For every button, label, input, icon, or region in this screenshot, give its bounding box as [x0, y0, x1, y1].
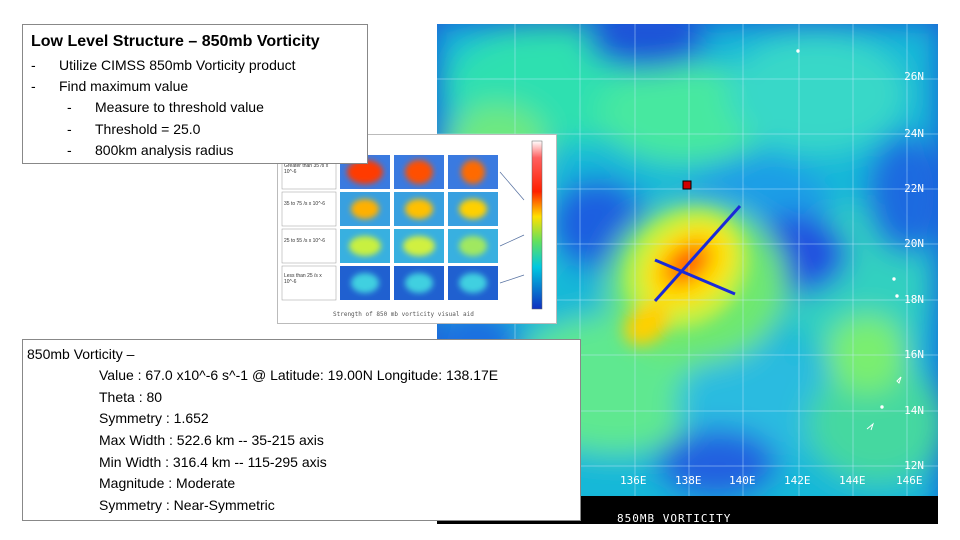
- map-title: 850MB VORTICITY: [617, 512, 732, 524]
- result-line: Symmetry : 1.652: [99, 410, 209, 426]
- lon-label: 142E: [784, 474, 811, 487]
- result-line: Magnitude : Moderate: [99, 475, 236, 491]
- result-line: Min Width : 316.4 km -- 115-295 axis: [99, 454, 327, 470]
- lat-label: 20N: [904, 237, 924, 250]
- vorticity-visual-aid: Greater than 35 /s x 10^-6 35 to 75 /s x…: [277, 134, 557, 324]
- visual-aid-caption: Strength of 850 mb vorticity visual aid: [333, 311, 474, 318]
- lon-label: 144E: [839, 474, 866, 487]
- lat-label: 12N: [904, 459, 924, 472]
- lat-label: 14N: [904, 404, 924, 417]
- lat-label: 22N: [904, 182, 924, 195]
- vorticity-axes: [653, 204, 742, 303]
- lat-label: 26N: [904, 70, 924, 83]
- bullet-text: Utilize CIMSS 850mb Vorticity product: [59, 57, 296, 73]
- sub-bullet-marker: -: [67, 142, 72, 158]
- sub-bullet-text: Measure to threshold value: [95, 99, 264, 115]
- visual-aid-row-label: Less than 25 /s x 10^-6: [284, 273, 322, 285]
- lat-label: 16N: [904, 348, 924, 361]
- storm-center-marker: [682, 180, 692, 190]
- method-title: Low Level Structure – 850mb Vorticity: [31, 33, 320, 50]
- sub-bullet-text: 800km analysis radius: [95, 142, 234, 158]
- method-box: Low Level Structure – 850mb Vorticity - …: [22, 24, 368, 164]
- visual-aid-row-label: 25 to 55 /s x 10^-6: [284, 238, 325, 244]
- visual-aid-row-label: 35 to 75 /s x 10^-6: [284, 201, 325, 207]
- bullet-marker: -: [31, 78, 36, 94]
- result-line: Symmetry : Near-Symmetric: [99, 497, 275, 513]
- lon-label: 136E: [620, 474, 647, 487]
- sub-bullet-text: Threshold = 25.0: [95, 121, 201, 137]
- bullet-marker: -: [31, 57, 36, 73]
- sub-bullet-marker: -: [67, 121, 72, 137]
- bullet-text: Find maximum value: [59, 78, 189, 94]
- lon-label: 146E: [896, 474, 923, 487]
- result-line: Value : 67.0 x10^-6 s^-1 @ Latitude: 19.…: [99, 367, 499, 383]
- result-line: Max Width : 522.6 km -- 35-215 axis: [99, 432, 324, 448]
- results-heading: 850mb Vorticity –: [27, 346, 135, 362]
- results-box: 850mb Vorticity – Value : 67.0 x10^-6 s^…: [22, 339, 581, 521]
- lat-label: 18N: [904, 293, 924, 306]
- sub-bullet-marker: -: [67, 99, 72, 115]
- visual-aid-row-label: Greater than 35 /s x 10^-6: [284, 163, 329, 175]
- result-line: Theta : 80: [99, 389, 163, 405]
- lon-label: 138E: [675, 474, 702, 487]
- lat-label: 24N: [904, 127, 924, 140]
- lon-label: 140E: [729, 474, 756, 487]
- visual-aid-grid: [281, 140, 543, 310]
